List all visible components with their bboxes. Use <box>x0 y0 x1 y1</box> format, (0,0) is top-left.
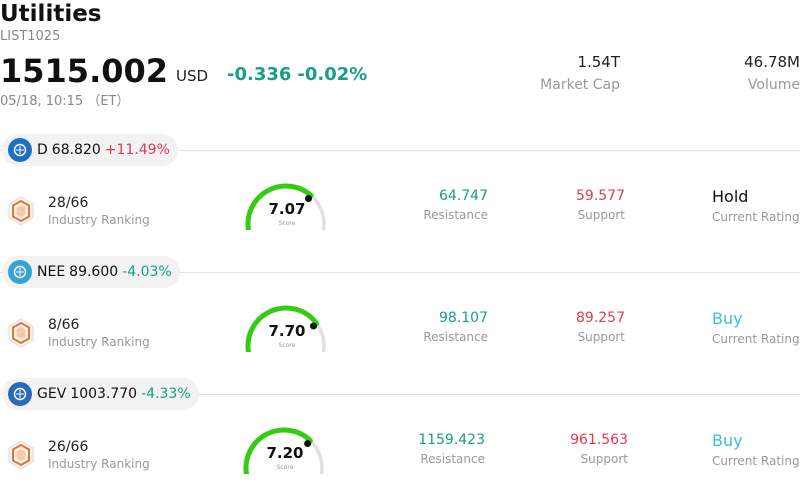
score-label: Score <box>278 220 296 227</box>
rating-column: Buy Current Rating <box>712 309 800 346</box>
divider <box>0 394 800 395</box>
stock-price: 68.820 <box>51 142 101 158</box>
support-value: 961.563 <box>570 432 628 448</box>
stock-price: 1003.770 <box>70 386 138 402</box>
timestamp: 05/18, 10:15 （ET） <box>0 94 130 109</box>
stock-symbol: GEV <box>37 386 67 402</box>
rating-column: Buy Current Rating <box>712 431 800 468</box>
index-code: LIST1025 <box>0 29 61 44</box>
divider <box>0 272 800 273</box>
stock-change: +11.49% <box>104 142 170 158</box>
score-value: 7.07 <box>268 200 306 218</box>
current-rating-label: Current Rating <box>712 332 800 346</box>
gauge-fill <box>245 305 320 352</box>
support-value: 89.257 <box>576 310 625 326</box>
industry-rank-value: 28/66 <box>48 195 89 211</box>
support-label: Support <box>577 330 625 344</box>
resistance-value: 64.747 <box>439 188 488 204</box>
stock-symbol: NEE <box>37 264 66 280</box>
stock-price: 89.600 <box>69 264 119 280</box>
resistance-column: 64.747 Resistance <box>423 188 488 222</box>
score-value: 7.20 <box>266 444 304 462</box>
stock-detail-row-gev[interactable]: 26/66 Industry Ranking 7.20 Score 1159.4… <box>0 418 800 488</box>
market-cap-stat: 1.54T Market Cap <box>540 53 620 93</box>
resistance-value: 1159.423 <box>418 432 485 448</box>
currency-label: USD <box>176 67 209 85</box>
index-price: 1515.002 <box>0 52 169 90</box>
price-change: -0.336 -0.02% <box>227 64 367 85</box>
change-value: -0.336 <box>227 64 292 85</box>
current-rating-value[interactable]: Buy <box>712 431 743 450</box>
gauge-fill <box>243 427 313 474</box>
resistance-column: 1159.423 Resistance <box>418 432 485 466</box>
gauge-needle <box>304 440 312 448</box>
resistance-label: Resistance <box>423 330 488 344</box>
support-column: 89.257 Support <box>576 310 625 344</box>
nextera-logo-icon <box>8 260 32 284</box>
dominion-logo-icon <box>8 138 32 162</box>
stock-pill[interactable]: NEE 89.600 -4.03% <box>2 256 180 288</box>
score-value: 7.70 <box>268 322 306 340</box>
gauge-needle <box>310 322 318 330</box>
divider <box>0 150 800 151</box>
stock-header-d[interactable]: D 68.820 +11.49% <box>0 134 800 166</box>
market-cap-label: Market Cap <box>540 77 620 93</box>
stock-detail-row-d[interactable]: 28/66 Industry Ranking 7.07 Score 64.747… <box>0 174 800 254</box>
stock-change: -4.33% <box>141 386 191 402</box>
resistance-label: Resistance <box>423 208 488 222</box>
support-column: 59.577 Support <box>576 188 625 222</box>
current-rating-value[interactable]: Buy <box>712 309 743 328</box>
score-gauge: 7.70 Score <box>244 302 334 352</box>
support-label: Support <box>577 208 625 222</box>
volume-value: 46.78M <box>744 53 800 71</box>
support-value: 59.577 <box>576 188 625 204</box>
score-label: Score <box>276 464 294 471</box>
stock-symbol: D <box>37 142 48 158</box>
stock-change: -4.03% <box>122 264 172 280</box>
score-gauge: 7.20 Score <box>242 424 332 474</box>
gauge-fill <box>245 183 314 230</box>
ranking-badge-icon <box>8 440 34 470</box>
industry-rank-value: 26/66 <box>48 439 89 455</box>
current-rating-label: Current Rating <box>712 210 800 224</box>
rating-column: Hold Current Rating <box>712 187 800 224</box>
stock-detail-row-nee[interactable]: 8/66 Industry Ranking 7.70 Score 98.107 … <box>0 296 800 376</box>
score-gauge: 7.07 Score <box>244 180 334 230</box>
stock-pill[interactable]: GEV 1003.770 -4.33% <box>2 378 199 410</box>
support-label: Support <box>580 452 628 466</box>
change-percent: -0.02% <box>297 64 368 85</box>
volume-stat: 46.78M Volume <box>744 53 800 93</box>
current-rating-value[interactable]: Hold <box>712 187 749 206</box>
volume-label: Volume <box>747 77 800 93</box>
industry-rank-label: Industry Ranking <box>48 457 150 471</box>
stock-header-gev[interactable]: GEV 1003.770 -4.33% <box>0 378 800 410</box>
current-rating-label: Current Rating <box>712 454 800 468</box>
industry-rank-label: Industry Ranking <box>48 335 150 349</box>
market-cap-value: 1.54T <box>577 53 620 71</box>
ranking-badge-icon <box>8 196 34 226</box>
gauge-needle <box>304 195 312 202</box>
industry-rank-label: Industry Ranking <box>48 213 150 227</box>
support-column: 961.563 Support <box>570 432 628 466</box>
resistance-value: 98.107 <box>439 310 488 326</box>
page-title: Utilities <box>0 1 102 27</box>
score-label: Score <box>278 342 296 349</box>
stock-header-nee[interactable]: NEE 89.600 -4.03% <box>0 256 800 288</box>
resistance-column: 98.107 Resistance <box>423 310 488 344</box>
ge-vernova-logo-icon <box>8 382 32 406</box>
ranking-badge-icon <box>8 318 34 348</box>
resistance-label: Resistance <box>420 452 485 466</box>
stock-pill[interactable]: D 68.820 +11.49% <box>2 134 178 166</box>
industry-rank-value: 8/66 <box>48 317 80 333</box>
